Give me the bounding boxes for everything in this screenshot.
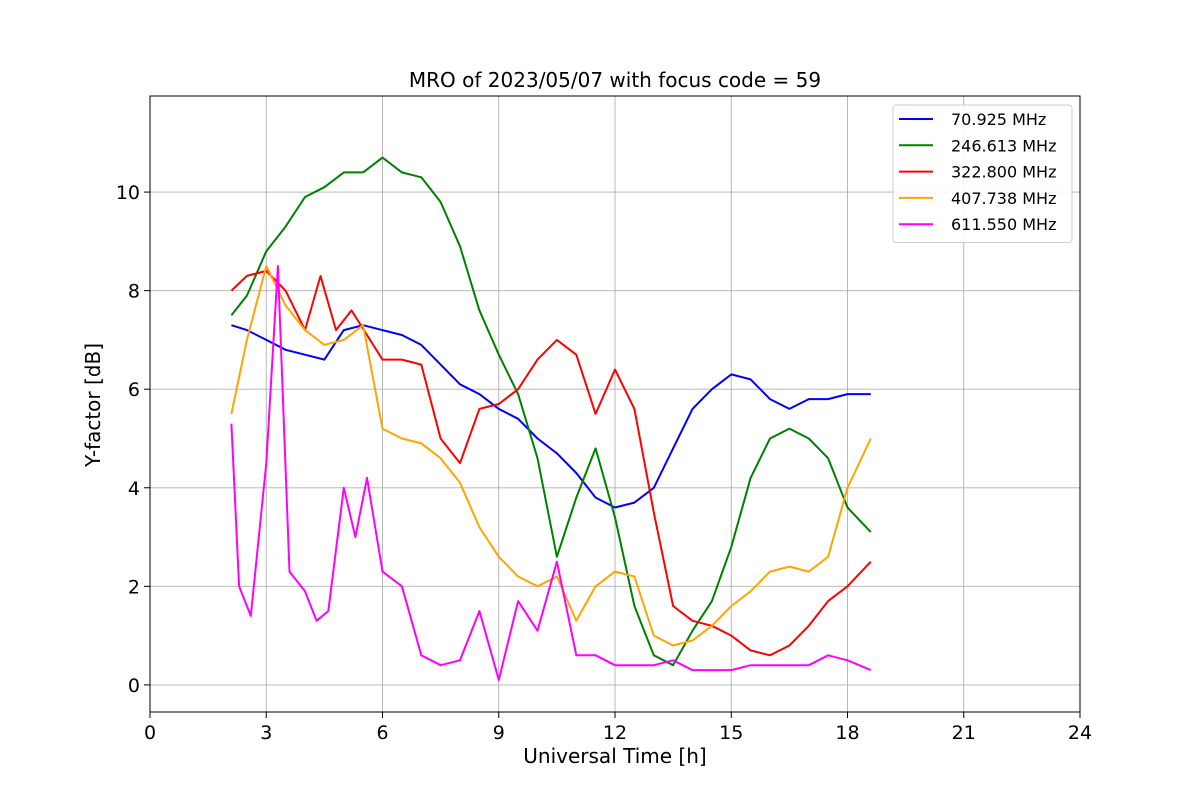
- x-axis-label: Universal Time [h]: [523, 744, 706, 768]
- x-tick-label: 21: [952, 722, 976, 744]
- chart-title: MRO of 2023/05/07 with focus code = 59: [409, 68, 821, 92]
- y-tick-label: 2: [128, 576, 140, 598]
- series-line-3: [230, 265, 872, 647]
- y-axis-ticks: 0 2 4 6 8 10: [116, 182, 150, 697]
- y-tick-label: 10: [116, 182, 140, 204]
- x-tick-label: 18: [835, 722, 859, 744]
- x-tick-label: 3: [260, 722, 272, 744]
- legend-label: 407.738 MHz: [951, 189, 1056, 208]
- x-tick-label: 6: [376, 722, 388, 744]
- y-tick-label: 0: [128, 675, 140, 697]
- x-tick-label: 24: [1068, 722, 1092, 744]
- legend-label: 322.800 MHz: [951, 163, 1056, 182]
- series-line-1: [230, 156, 872, 667]
- x-axis-ticks: 0 3 6 9 12 15 18 21 24: [144, 712, 1092, 744]
- legend-label: 70.925 MHz: [951, 110, 1046, 129]
- legend-label: 246.613 MHz: [951, 136, 1056, 155]
- grid-lines: [149, 96, 1081, 712]
- y-axis-label: Y-factor [dB]: [81, 343, 105, 468]
- series-line-0: [231, 324, 871, 509]
- x-tick-label: 9: [493, 722, 505, 744]
- series-line-4: [230, 265, 872, 681]
- y-tick-label: 6: [128, 379, 140, 401]
- legend: 70.925 MHz 246.613 MHz 322.800 MHz 407.738 …: [892, 104, 1073, 243]
- x-tick-label: 0: [144, 722, 156, 744]
- y-tick-label: 8: [128, 281, 140, 303]
- x-tick-label: 15: [719, 722, 743, 744]
- legend-label: 611.550 MHz: [951, 215, 1056, 234]
- y-tick-label: 4: [128, 478, 140, 500]
- legend-box: [892, 104, 1073, 243]
- series-line-2: [230, 269, 872, 657]
- plot-area: [230, 156, 872, 681]
- x-tick-label: 12: [603, 722, 627, 744]
